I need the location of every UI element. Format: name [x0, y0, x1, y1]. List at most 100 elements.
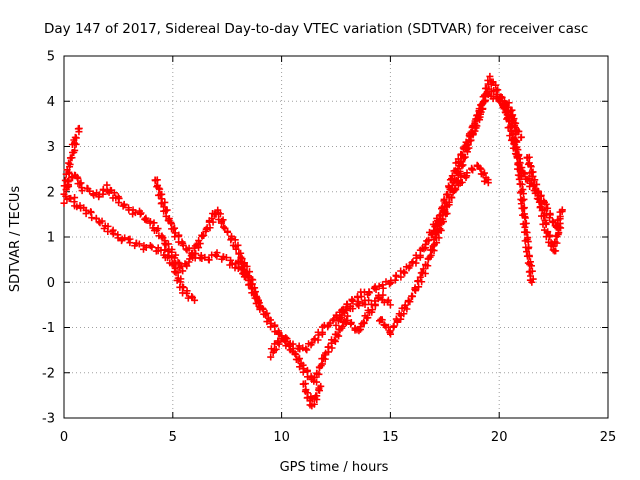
data-point [408, 292, 416, 300]
data-point [296, 355, 304, 363]
data-point [330, 336, 338, 344]
data-point [241, 267, 249, 275]
data-point [343, 300, 351, 308]
data-point [433, 217, 441, 225]
data-point [349, 297, 357, 305]
series-arc-9 [376, 87, 525, 338]
data-point [254, 298, 262, 306]
data-point [282, 342, 290, 350]
data-point [66, 195, 74, 203]
data-point [507, 136, 515, 144]
data-point [523, 252, 531, 260]
data-point [419, 265, 427, 273]
data-point [465, 132, 473, 140]
data-point [62, 186, 70, 194]
data-point [422, 261, 430, 269]
x-tick-label: 10 [273, 430, 290, 445]
data-point [65, 176, 73, 184]
data-point [386, 301, 394, 309]
data-point [393, 317, 401, 325]
axis-ticks: 0 5 10 15 20 25 -3 -2 -1 0 1 2 3 4 5 [42, 50, 616, 446]
data-point [235, 257, 243, 265]
data-point [546, 214, 554, 222]
data-point [355, 327, 363, 335]
data-point [303, 346, 311, 354]
x-tick-label: 5 [169, 430, 177, 445]
data-point [457, 151, 465, 159]
series-arc-1 [60, 171, 264, 313]
data-point [468, 123, 476, 131]
data-point [228, 260, 236, 268]
data-point [425, 236, 433, 244]
data-point [422, 240, 430, 248]
data-point [492, 90, 500, 98]
data-point [321, 351, 329, 359]
data-point [476, 116, 484, 124]
series-arc-14 [523, 153, 565, 255]
data-point [136, 210, 144, 218]
data-point [150, 219, 158, 227]
data-point [368, 306, 376, 314]
data-point [516, 159, 524, 167]
data-point [148, 243, 156, 251]
data-point [315, 386, 323, 394]
data-point [213, 252, 221, 260]
data-point [456, 159, 464, 167]
data-point [473, 111, 481, 119]
data-point [278, 335, 286, 343]
data-point [216, 210, 224, 218]
data-point [462, 138, 470, 146]
data-point [448, 182, 456, 190]
data-point [185, 244, 193, 252]
data-point [527, 177, 535, 185]
data-point [263, 309, 271, 317]
data-point [416, 273, 424, 281]
data-point [382, 278, 390, 286]
data-point [526, 182, 534, 190]
data-point [188, 292, 196, 300]
data-point [540, 211, 548, 219]
data-point [223, 227, 231, 235]
x-tick-label: 15 [382, 430, 399, 445]
data-point [458, 178, 466, 186]
data-point [227, 234, 235, 242]
data-point [64, 178, 72, 186]
data-point [307, 341, 315, 349]
data-point [459, 144, 467, 152]
data-point [558, 206, 566, 214]
data-point [347, 319, 355, 327]
data-point [468, 165, 476, 173]
data-point [392, 272, 400, 280]
data-point [82, 210, 90, 218]
data-point [469, 129, 477, 137]
data-point [542, 220, 550, 228]
data-point [340, 308, 348, 316]
data-point [420, 245, 428, 253]
y-tick-label: 2 [47, 185, 55, 200]
data-point [98, 217, 106, 225]
data-point [397, 273, 405, 281]
data-point [484, 76, 492, 84]
data-point [114, 231, 122, 239]
data-point [518, 196, 526, 204]
data-point [472, 124, 480, 132]
data-point [164, 247, 172, 255]
series-arc-11 [452, 161, 492, 194]
data-point [475, 107, 483, 115]
data-point [103, 181, 111, 189]
data-point [401, 269, 409, 277]
data-point [100, 224, 108, 232]
data-point [232, 245, 240, 253]
series-arc-2 [60, 192, 199, 304]
series-arc-3 [61, 124, 83, 194]
data-point [285, 341, 293, 349]
data-point [415, 283, 423, 291]
data-point [331, 337, 339, 345]
data-point [121, 234, 129, 242]
data-point [60, 199, 68, 207]
data-point [387, 279, 395, 287]
data-point [448, 172, 456, 180]
data-point [477, 170, 485, 178]
y-tick-label: 4 [47, 95, 55, 110]
data-point [202, 225, 210, 233]
